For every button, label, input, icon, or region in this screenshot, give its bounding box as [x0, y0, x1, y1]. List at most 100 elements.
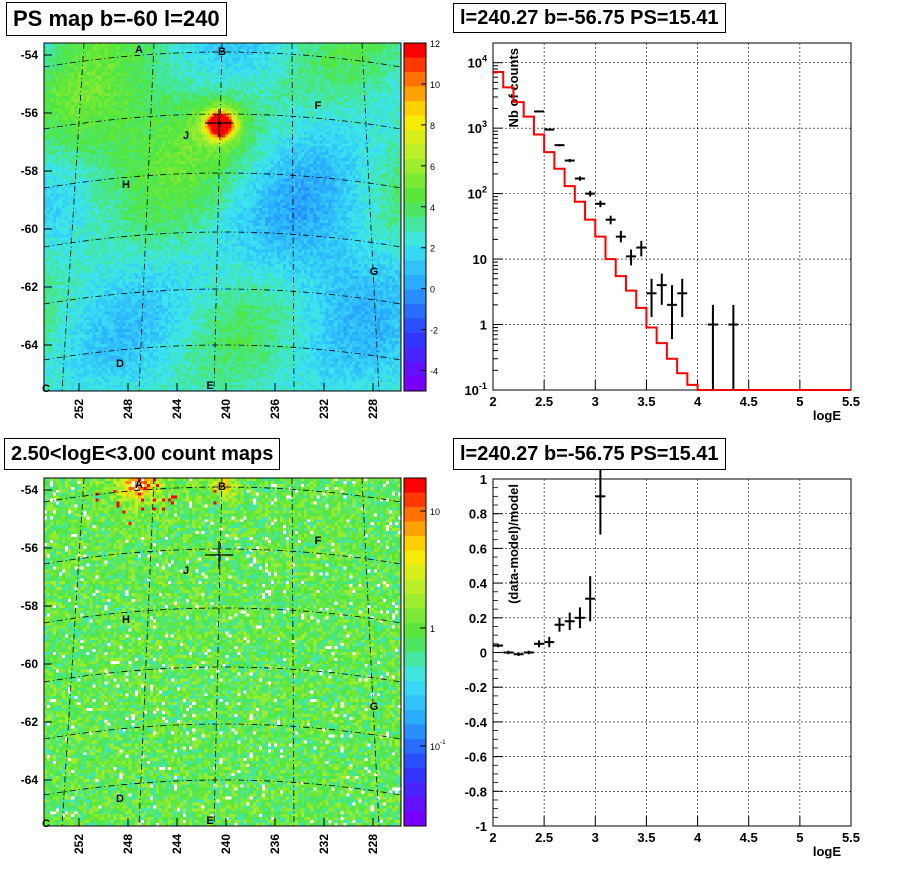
heatmap-image [44, 478, 401, 826]
x-tick-label: 248 [121, 834, 135, 854]
colorbar-segment [404, 115, 426, 131]
longitude-line [138, 478, 155, 826]
colorbar-label: 10 [430, 80, 440, 90]
colorbar-segment [404, 637, 426, 653]
source-label-J: J [183, 130, 189, 142]
y-tick-label: -0.6 [465, 750, 487, 765]
colorbar-segment [404, 579, 426, 595]
colorbar-segment [404, 318, 426, 334]
y-tick-label: -0.2 [465, 680, 487, 695]
source-label-E: E [206, 380, 213, 392]
colorbar-label: 2 [430, 244, 435, 254]
source-label-F: F [315, 535, 322, 547]
source-label-D: D [116, 358, 124, 370]
y-tick-label: 0.4 [469, 576, 488, 591]
colorbar-segment [404, 768, 426, 783]
colorbar-segment [404, 101, 426, 116]
x-tick-label: 244 [170, 399, 184, 419]
heatmap-image [44, 43, 401, 391]
plot-frame [492, 478, 852, 827]
colorbar-segment [404, 275, 426, 290]
colorbar-segment [404, 57, 426, 73]
colorbar-segment [404, 362, 426, 377]
y-tick-label: -58 [21, 164, 39, 178]
colorbar-label: -4 [430, 367, 438, 377]
colorbar-segment [404, 594, 426, 609]
x-tick-label: 3.5 [637, 394, 655, 409]
colorbar-frame [403, 42, 427, 392]
x-tick-label: 2 [489, 830, 496, 845]
y-tick-label: -60 [21, 222, 39, 236]
y-tick-label: 10-1 [464, 381, 487, 398]
colorbar-segment [404, 347, 426, 363]
source-label-F: F [315, 100, 322, 112]
x-tick-label: 5.5 [842, 394, 860, 409]
x-tick-label: 252 [72, 399, 86, 419]
y-tick-label: 10 [473, 252, 487, 267]
x-tick-label: 3 [592, 394, 599, 409]
longitude-line [61, 478, 85, 826]
colorbar-segment [404, 173, 426, 189]
colorbar-segment [404, 231, 426, 247]
colorbar-segment [404, 652, 426, 667]
y-tick-label: 0.8 [469, 507, 487, 522]
colorbar-segment [404, 188, 426, 203]
y-tick-label: 1 [480, 318, 487, 333]
spectrum-panel: 104 103 102 10 1 10-1 2 2.5 3 3.5 4 4.5 5 5.5 logE Nb o… [449, 0, 898, 435]
y-tick-label: 1 [480, 472, 487, 487]
residual-title: l=240.27 b=-56.75 PS=15.41 [453, 438, 726, 470]
colorbar-segment [404, 753, 426, 769]
longitude-line [61, 43, 85, 391]
colorbar-segment [404, 521, 426, 537]
colorbar-segment [404, 202, 426, 218]
longitude-line [361, 478, 380, 826]
colorbar-segment [404, 565, 426, 580]
y-tick-label: 0.6 [469, 541, 487, 556]
grid-lines [44, 478, 401, 826]
y-tick-label: -60 [21, 657, 39, 671]
x-tick-label: 5 [796, 830, 803, 845]
ps-map-panel: -54 -56 -58 -60 -62 -64 252 248 244 240 236 232 228 A… [0, 0, 449, 435]
colorbar-segment [404, 478, 426, 493]
colorbar-segment [404, 666, 426, 682]
x-tick-label: 240 [219, 399, 233, 419]
colorbar-segment [404, 492, 426, 508]
y-tick-label: 104 [467, 54, 487, 71]
y-tick-label: -64 [21, 338, 39, 352]
longitude-line [213, 43, 223, 391]
map-frame [43, 477, 402, 827]
colorbar-label: 10 [430, 507, 440, 517]
colorbar-label: 10-1 [430, 739, 446, 752]
colorbar-segment [404, 72, 426, 87]
source-label-G: G [370, 266, 379, 278]
x-tick-label: 4.5 [740, 394, 758, 409]
colorbar-label: 6 [430, 162, 435, 172]
y-tick-label: 103 [467, 119, 487, 136]
x-axis-label: logE [813, 408, 841, 423]
colorbar-segment [404, 289, 426, 305]
count-map-plot: -54 -56 -58 -60 -62 -64 252 248 244 240 236 232 228 A… [21, 477, 446, 854]
y-tick-label: -1 [475, 819, 487, 834]
colorbar-segment [404, 246, 426, 261]
colorbar-label: 12 [430, 39, 440, 49]
x-tick-label: 4 [694, 394, 702, 409]
longitude-line [213, 478, 223, 826]
colorbar-segment [404, 217, 426, 232]
y-tick-label: 0.2 [469, 611, 487, 626]
source-label-H: H [122, 179, 130, 191]
x-tick-label: 5.5 [842, 830, 860, 845]
x-tick-label: 228 [366, 834, 380, 854]
colorbar-segment [404, 623, 426, 638]
longitude-line [361, 43, 380, 391]
grid-lines [44, 43, 401, 391]
x-tick-label: 240 [219, 834, 233, 854]
colorbar-segment [404, 260, 426, 276]
colorbar-label: 4 [430, 203, 435, 213]
longitude-line [138, 43, 155, 391]
colorbar-segment [404, 797, 426, 812]
colorbar-segment [404, 304, 426, 319]
colorbar-segment [404, 681, 426, 696]
count-map-title: 2.50<logE<3.00 count maps [4, 438, 281, 470]
